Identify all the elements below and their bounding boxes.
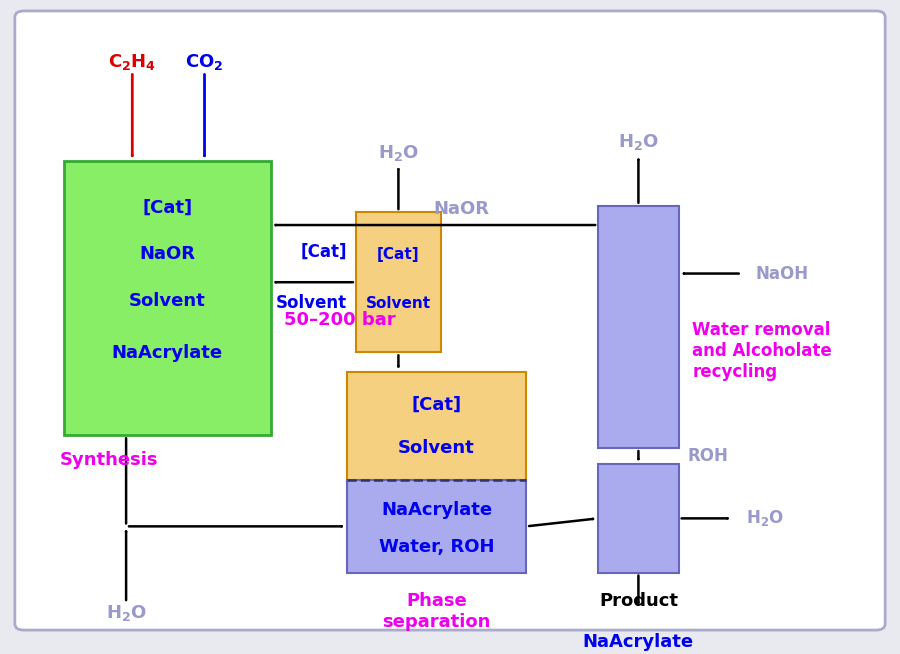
Bar [346,480,526,573]
Text: Solvent: Solvent [129,292,206,310]
Bar [356,212,441,353]
Text: [Cat]: [Cat] [142,199,193,216]
Text: [Cat]: [Cat] [301,243,346,260]
Text: $\mathregular{H_2O}$: $\mathregular{H_2O}$ [105,602,147,623]
Text: Synthesis: Synthesis [59,451,158,470]
Text: [Cat]: [Cat] [411,396,462,414]
Text: 50–200 bar: 50–200 bar [284,311,396,329]
Text: NaOH: NaOH [755,264,808,283]
Bar [598,205,679,448]
Text: Solvent: Solvent [365,296,431,311]
Text: NaAcrylate: NaAcrylate [583,633,694,651]
Text: $\mathregular{H_2O}$: $\mathregular{H_2O}$ [378,143,419,164]
Text: $\mathregular{C_2H_4}$: $\mathregular{C_2H_4}$ [108,52,157,72]
Bar [64,161,271,436]
Bar [346,371,526,483]
Text: ROH: ROH [688,447,729,465]
Text: Solvent: Solvent [398,439,475,456]
Text: NaOR: NaOR [433,200,490,218]
Bar [598,464,679,573]
Text: [Cat]: [Cat] [377,247,419,262]
Text: Phase
separation: Phase separation [382,592,491,630]
Text: NaOR: NaOR [140,245,195,264]
Text: Product: Product [598,592,678,610]
Text: $\mathregular{H_2O}$: $\mathregular{H_2O}$ [746,508,784,528]
FancyBboxPatch shape [14,11,886,630]
Text: Solvent: Solvent [275,294,346,312]
Text: Water removal
and Alcoholate
recycling: Water removal and Alcoholate recycling [692,321,832,381]
Text: NaAcrylate: NaAcrylate [112,344,223,362]
Text: NaAcrylate: NaAcrylate [381,501,492,519]
Text: $\mathregular{CO_2}$: $\mathregular{CO_2}$ [185,52,224,72]
Text: Water, ROH: Water, ROH [379,538,494,556]
Text: $\mathregular{H_2O}$: $\mathregular{H_2O}$ [618,132,659,152]
